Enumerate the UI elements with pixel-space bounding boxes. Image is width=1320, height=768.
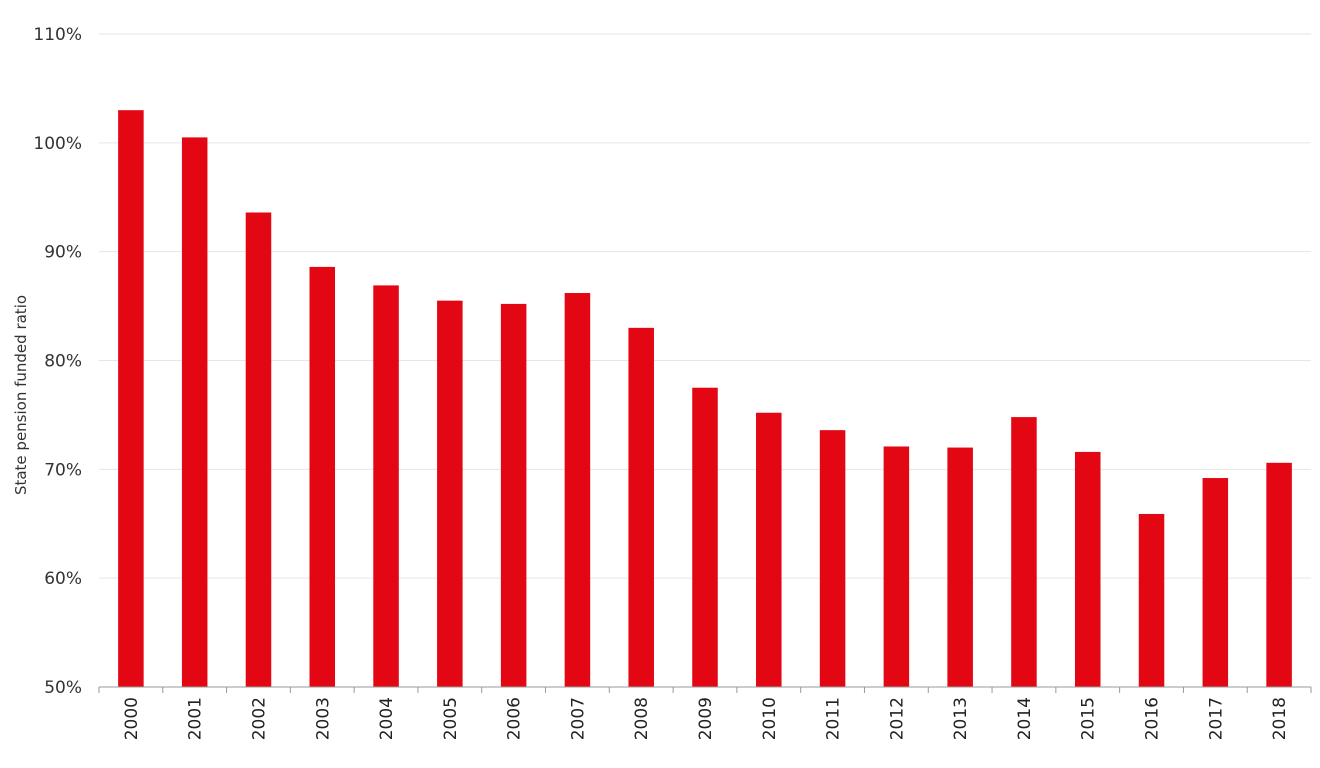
bar-2014 [1011, 417, 1037, 687]
x-tick-label: 2002 [249, 697, 269, 740]
y-tick-label: 110% [33, 25, 82, 45]
bar-2000 [118, 110, 144, 687]
x-tick-label: 2001 [186, 697, 206, 740]
bar-2001 [181, 137, 208, 687]
x-tick-label: 2008 [632, 697, 652, 740]
x-tick-label: 2012 [887, 697, 907, 740]
bar-2010 [756, 412, 782, 687]
y-axis-label: State pension funded ratio [12, 295, 30, 495]
x-tick-label: 2016 [1143, 697, 1163, 740]
bar-2013 [947, 447, 973, 687]
axes [98, 686, 1312, 693]
x-tick-label: 2007 [568, 697, 588, 740]
x-tick-label: 2004 [377, 697, 397, 740]
bar-2018 [1266, 462, 1292, 687]
y-tick-label: 60% [44, 569, 82, 589]
bar-2006 [500, 303, 527, 687]
bar-2008 [628, 327, 654, 687]
bar-2011 [819, 430, 846, 687]
bar-2005 [437, 300, 463, 687]
y-axis-tick-labels: 50% 60% 70% 80% 90% 100% 110% [33, 25, 82, 698]
x-tick-label: 2005 [441, 697, 461, 740]
x-axis-tick-labels: 2000 2001 2002 2003 2004 2005 2006 2007 2008 2009… [122, 697, 1290, 740]
bar-2002 [245, 212, 272, 687]
y-tick-label: 80% [44, 352, 82, 372]
x-tick-label: 2009 [696, 697, 716, 740]
bar-2009 [692, 387, 718, 687]
gridlines [99, 33, 1311, 579]
x-tick-label: 2017 [1206, 697, 1226, 740]
x-tick-label: 2006 [505, 697, 525, 740]
x-tick-label: 2010 [760, 697, 780, 740]
y-tick-label: 50% [44, 678, 82, 698]
y-tick-label: 90% [44, 243, 82, 263]
x-tick-label: 2015 [1079, 697, 1099, 740]
x-tick-label: 2013 [951, 697, 971, 740]
bar-2017 [1202, 478, 1229, 687]
bar-2007 [564, 293, 591, 687]
y-tick-label: 70% [44, 460, 82, 480]
x-tick-label: 2018 [1270, 697, 1290, 740]
bar-2003 [309, 266, 336, 687]
y-tick-label: 100% [33, 134, 82, 154]
bar-2015 [1074, 451, 1101, 687]
x-tick-label: 2014 [1015, 697, 1035, 740]
bar-2016 [1138, 513, 1165, 687]
bars [118, 110, 1292, 687]
x-tick-label: 2000 [122, 697, 142, 740]
x-tick-label: 2011 [824, 697, 844, 740]
x-tick-label: 2003 [313, 697, 333, 740]
bar-2012 [883, 446, 910, 687]
bar-2004 [373, 285, 399, 687]
